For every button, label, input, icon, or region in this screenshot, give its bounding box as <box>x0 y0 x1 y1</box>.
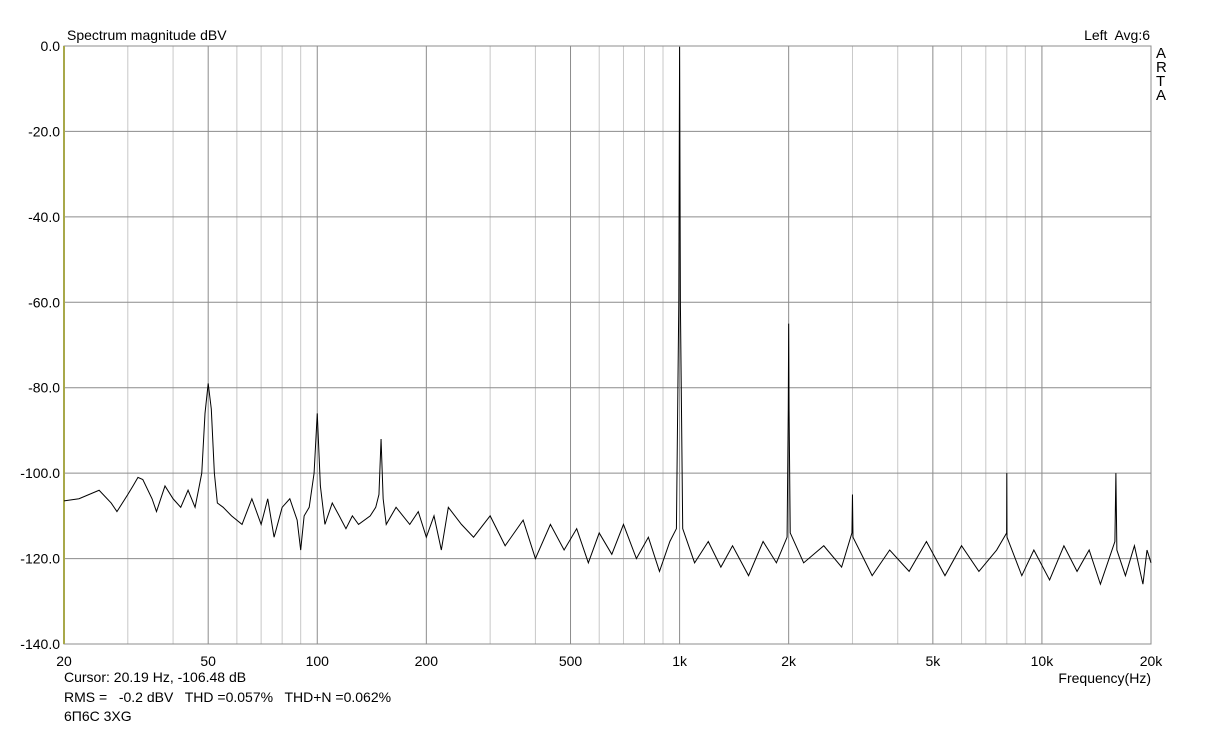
x-tick-label: 20k <box>1140 653 1164 669</box>
y-tick-label: -60.0 <box>28 294 60 310</box>
plot-frame <box>63 45 1152 645</box>
x-tick-label: 10k <box>1031 653 1055 669</box>
y-tick-label: 0.0 <box>41 38 61 54</box>
x-tick-label: 100 <box>306 653 330 669</box>
brand: ARTA <box>1156 45 1167 104</box>
channel-label: Left Avg:6 <box>1084 27 1150 43</box>
x-tick-label: 1k <box>672 653 688 669</box>
x-tick-label: 20 <box>56 653 72 669</box>
device-label: 6П6С 3XG <box>64 708 132 724</box>
y-tick-label: -140.0 <box>20 636 60 652</box>
x-tick-label: 2k <box>781 653 797 669</box>
y-tick-label: -120.0 <box>20 551 60 567</box>
measurement-readout: RMS = -0.2 dBV THD =0.057% THD+N =0.062% <box>64 689 391 705</box>
y-tick-label: -100.0 <box>20 465 60 481</box>
y-tick-label: -80.0 <box>28 380 60 396</box>
cursor-readout: Cursor: 20.19 Hz, -106.48 dB <box>64 669 246 685</box>
x-axis-label: Frequency(Hz) <box>1058 670 1151 686</box>
x-tick-label: 500 <box>559 653 583 669</box>
x-tick-label: 5k <box>925 653 941 669</box>
chart-title: Spectrum magnitude dBV <box>67 27 227 43</box>
y-tick-label: -20.0 <box>28 123 60 139</box>
spectrum-line <box>63 46 1152 586</box>
y-tick-label: -40.0 <box>28 209 60 225</box>
x-tick-label: 200 <box>415 653 439 669</box>
x-tick-label: 50 <box>200 653 216 669</box>
